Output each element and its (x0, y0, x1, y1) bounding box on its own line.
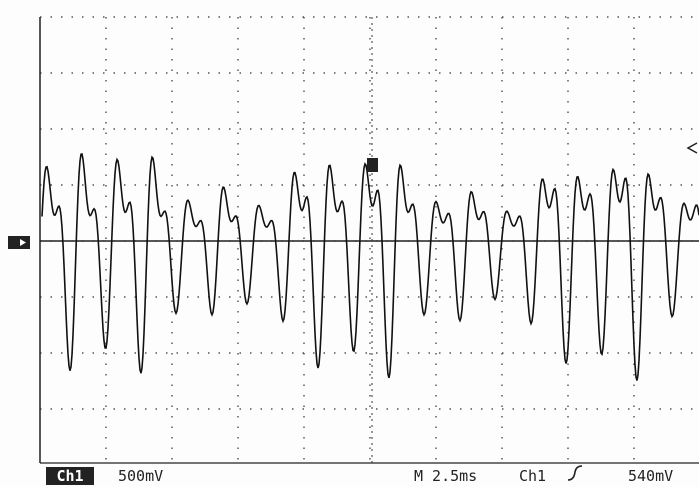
trigger-position-marker (367, 158, 378, 172)
graticule (40, 16, 699, 463)
channel-marker (8, 236, 30, 249)
channel-box (46, 467, 94, 485)
channel-label: Ch1 (56, 467, 83, 485)
volts-per-div: 500mV (118, 467, 163, 485)
trigger-level-marker (686, 142, 698, 154)
waveform (41, 152, 699, 381)
trigger-source: Ch1 (519, 467, 546, 485)
trigger-slope-icon (567, 465, 583, 481)
timebase: M 2.5ms (414, 467, 477, 485)
channel-marker-arrow (20, 239, 26, 246)
trigger-level: 540mV (628, 467, 673, 485)
